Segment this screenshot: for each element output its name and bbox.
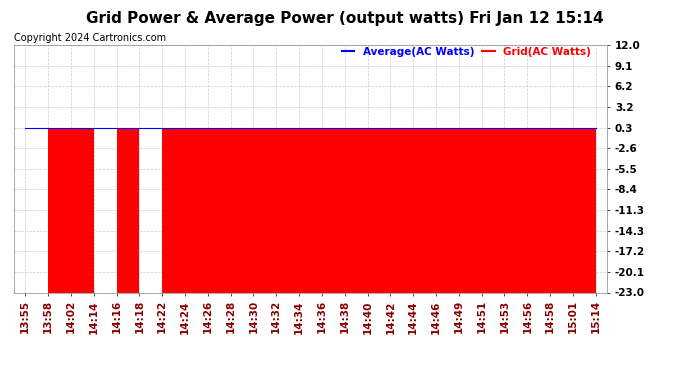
Text: Copyright 2024 Cartronics.com: Copyright 2024 Cartronics.com: [14, 33, 166, 42]
Text: Grid Power & Average Power (output watts) Fri Jan 12 15:14: Grid Power & Average Power (output watts…: [86, 11, 604, 26]
Legend: Average(AC Watts), Grid(AC Watts): Average(AC Watts), Grid(AC Watts): [337, 42, 595, 61]
